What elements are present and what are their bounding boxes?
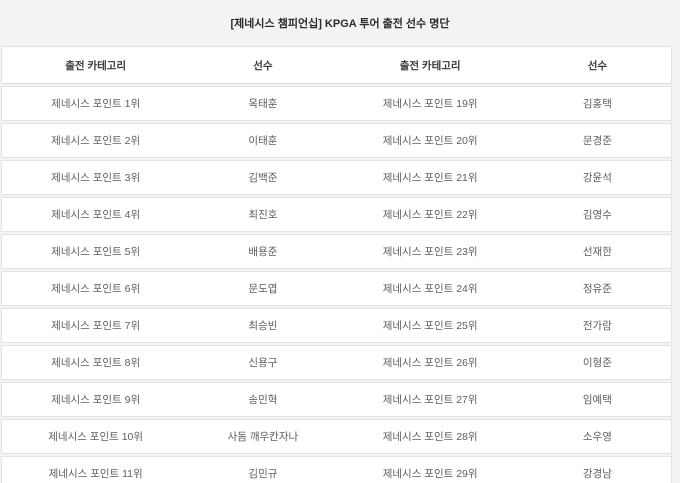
table-row: 제네시스 포인트 2위 이태훈 제네시스 포인트 20위 문경준 — [1, 123, 672, 158]
category-cell: 제네시스 포인트 10위 — [48, 431, 144, 443]
category-cell: 제네시스 포인트 11위 — [48, 468, 143, 480]
category-cell: 제네시스 포인트 3위 — [51, 172, 141, 184]
category-cell: 제네시스 포인트 5위 — [51, 246, 141, 258]
player-cell: 옥태훈 — [248, 98, 278, 110]
category-cell: 제네시스 포인트 27위 — [382, 394, 478, 406]
category-cell: 제네시스 포인트 28위 — [382, 431, 478, 443]
category-cell: 제네시스 포인트 26위 — [382, 357, 478, 369]
category-cell: 제네시스 포인트 6위 — [51, 283, 141, 295]
header-player-right: 선수 — [587, 59, 608, 72]
player-cell: 전가람 — [582, 320, 612, 332]
header-entry-category-right: 출전 카테고리 — [399, 59, 461, 72]
player-cell: 선재한 — [582, 246, 612, 258]
player-cell: 문경준 — [582, 135, 612, 147]
player-cell: 배용준 — [248, 246, 278, 258]
table-row: 제네시스 포인트 11위 김민규 제네시스 포인트 29위 강경남 — [1, 456, 672, 483]
header-player-left: 선수 — [253, 59, 273, 72]
category-cell: 제네시스 포인트 22위 — [382, 209, 478, 221]
table-row: 제네시스 포인트 6위 문도엽 제네시스 포인트 24위 정유준 — [1, 271, 672, 306]
player-cell: 김영수 — [582, 209, 612, 221]
category-cell: 제네시스 포인트 29위 — [382, 468, 478, 480]
table-row: 제네시스 포인트 5위 배용준 제네시스 포인트 23위 선재한 — [1, 234, 672, 269]
player-cell: 송민혁 — [248, 394, 278, 406]
category-cell: 제네시스 포인트 9위 — [51, 394, 141, 406]
player-cell: 신용구 — [248, 357, 278, 369]
player-cell: 최승빈 — [248, 320, 278, 332]
table-row: 제네시스 포인트 3위 김백준 제네시스 포인트 21위 강윤석 — [1, 160, 672, 195]
category-cell: 제네시스 포인트 25위 — [382, 320, 478, 332]
player-cell: 김백준 — [248, 172, 278, 184]
player-cell: 강경남 — [582, 468, 612, 480]
player-cell: 임예택 — [582, 394, 612, 406]
player-cell: 김민규 — [248, 468, 278, 480]
player-cell: 김홍택 — [582, 98, 612, 110]
table-row: 제네시스 포인트 1위 옥태훈 제네시스 포인트 19위 김홍택 — [1, 86, 672, 121]
player-table: 출전 카테고리 선수 출전 카테고리 선수 제네시스 포인트 1위 옥태훈 제네시스… — [1, 46, 672, 483]
player-cell: 정유준 — [582, 283, 612, 295]
category-cell: 제네시스 포인트 24위 — [382, 283, 478, 295]
category-cell: 제네시스 포인트 4위 — [51, 209, 141, 221]
table-row: 제네시스 포인트 4위 최진호 제네시스 포인트 22위 김영수 — [1, 197, 672, 232]
category-cell: 제네시스 포인트 8위 — [51, 357, 141, 369]
title-band: [제네시스 챔피언십] KPGA 투어 출전 선수 명단 — [0, 0, 680, 46]
category-cell: 제네시스 포인트 7위 — [51, 320, 141, 332]
player-cell: 소우영 — [582, 431, 612, 443]
player-cell: 강윤석 — [582, 172, 612, 184]
table-header-row: 출전 카테고리 선수 출전 카테고리 선수 — [1, 46, 672, 84]
category-cell: 제네시스 포인트 23위 — [382, 246, 478, 258]
category-cell: 제네시스 포인트 19위 — [382, 98, 478, 110]
category-cell: 제네시스 포인트 21위 — [382, 172, 478, 184]
player-cell: 이형준 — [582, 357, 612, 369]
table-row: 제네시스 포인트 8위 신용구 제네시스 포인트 26위 이형준 — [1, 345, 672, 380]
table-row: 제네시스 포인트 10위 사돔 깨우칸자나 제네시스 포인트 28위 소우영 — [1, 419, 672, 454]
player-cell: 사돔 깨우칸자나 — [227, 431, 299, 443]
table-row: 제네시스 포인트 7위 최승빈 제네시스 포인트 25위 전가람 — [1, 308, 672, 343]
table-row: 제네시스 포인트 9위 송민혁 제네시스 포인트 27위 임예택 — [1, 382, 672, 417]
player-cell: 최진호 — [248, 209, 278, 221]
category-cell: 제네시스 포인트 20위 — [382, 135, 478, 147]
category-cell: 제네시스 포인트 1위 — [51, 98, 141, 110]
header-entry-category-left: 출전 카테고리 — [65, 59, 127, 72]
player-cell: 문도엽 — [248, 283, 278, 295]
page-title: [제네시스 챔피언십] KPGA 투어 출전 선수 명단 — [230, 18, 450, 30]
player-cell: 이태훈 — [248, 135, 278, 147]
category-cell: 제네시스 포인트 2위 — [51, 135, 141, 147]
